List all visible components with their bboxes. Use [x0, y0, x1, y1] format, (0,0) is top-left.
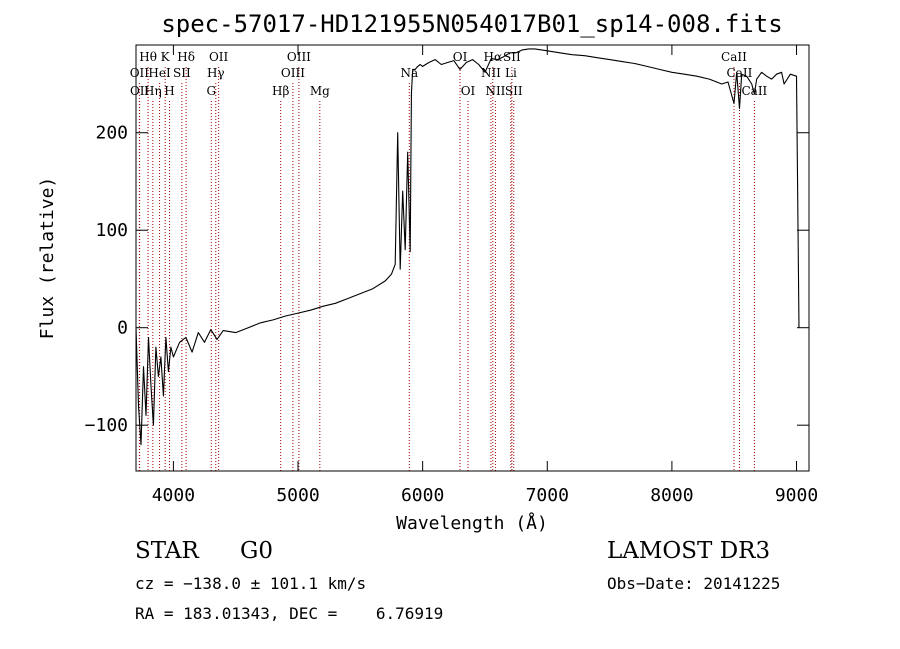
y-tick-label-100: 100: [95, 220, 128, 241]
survey-name: LAMOST DR3: [607, 538, 771, 564]
x-tick-label-9000: 9000: [775, 485, 818, 506]
marker-label-middle-5: Na: [400, 66, 418, 80]
marker-label-middle-3: Hγ: [207, 66, 225, 80]
x-tick-label-8000: 8000: [650, 485, 693, 506]
marker-label-bottom-5: Mg: [310, 84, 330, 98]
x-axis-label: Wavelength (Å): [396, 512, 548, 534]
redshift-readout: cz = −138.0 ± 101.1 km/s: [135, 574, 367, 593]
marker-label-bottom-2: H: [164, 84, 174, 98]
x-tick-label-5000: 5000: [276, 485, 319, 506]
marker-label-bottom-6: OI: [461, 84, 476, 98]
marker-label-bottom-0: OII: [130, 84, 150, 98]
y-axis-label: Flux (relative): [37, 177, 58, 340]
marker-label-top-1: K: [161, 50, 171, 64]
spectrum-line: [135, 48, 800, 446]
axis-ticks: 4000 5000 6000 7000 8000 9000 −100 0 100 200: [85, 45, 818, 506]
marker-label-bottom-4: Hβ: [272, 84, 289, 98]
marker-label-top-3: OII: [209, 50, 229, 64]
marker-label-bottom-8: SII: [505, 84, 523, 98]
chart-title: spec-57017-HD121955N054017B01_sp14-008.f…: [161, 10, 782, 38]
marker-label-top-5: OI: [453, 50, 468, 64]
coordinates: RA = 183.01343, DEC = 6.76919: [135, 604, 444, 623]
marker-label-middle-6: NII: [481, 66, 501, 80]
y-tick-label--100: −100: [85, 415, 128, 436]
y-tick-label-0: 0: [117, 318, 128, 339]
plot-frame: [135, 44, 810, 472]
marker-label-middle-0: OII: [130, 66, 150, 80]
y-tick-label-200: 200: [95, 123, 128, 144]
marker-label-top-4: OIII: [287, 50, 311, 64]
marker-label-middle-2: SII: [173, 66, 191, 80]
marker-label-middle-1: HeI: [148, 66, 171, 80]
marker-label-top-2: Hδ: [177, 50, 195, 64]
marker-label-middle-7: Li: [505, 66, 517, 80]
spectrum-series: [135, 48, 800, 446]
marker-label-bottom-3: G: [206, 84, 216, 98]
marker-label-top-6: Hα: [484, 50, 503, 64]
x-tick-label-7000: 7000: [526, 485, 569, 506]
object-subclass: G0: [240, 538, 274, 564]
marker-label-top-0: Hθ: [139, 50, 157, 64]
x-tick-label-4000: 4000: [152, 485, 195, 506]
x-tick-label-6000: 6000: [401, 485, 444, 506]
marker-label-top-8: CaII: [721, 50, 747, 64]
marker-label-bottom-7: NII: [485, 84, 505, 98]
marker-label-top-7: SII: [503, 50, 521, 64]
marker-label-middle-4: OIII: [281, 66, 305, 80]
marker-label-bottom-1: Hη: [144, 84, 162, 98]
obs-date: Obs−Date: 20141225: [607, 574, 781, 593]
object-class: STAR: [135, 538, 199, 564]
marker-label-middle-8: CaII: [727, 66, 753, 80]
